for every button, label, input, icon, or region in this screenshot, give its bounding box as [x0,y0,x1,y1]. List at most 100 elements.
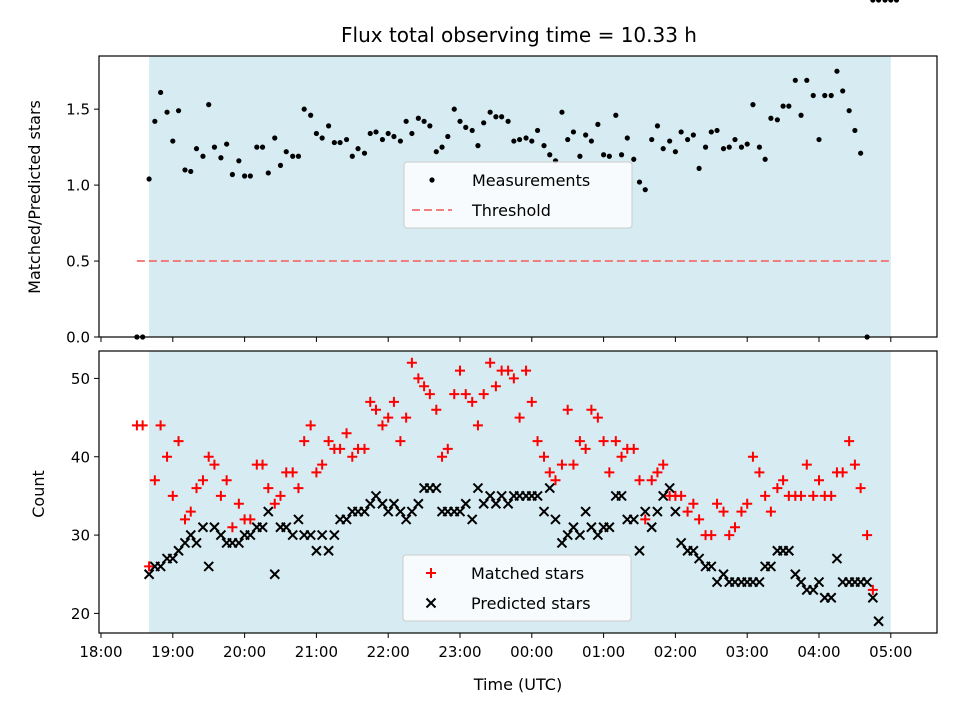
data-point [215,529,227,541]
data-point [795,576,807,588]
data-point [624,135,630,141]
data-point [379,136,386,143]
data-point [574,436,585,447]
data-point [804,77,810,83]
data-point [466,514,478,525]
data-point [487,109,493,115]
data-point [649,136,655,143]
data-point [157,89,164,96]
data-point [754,467,765,478]
data-point [277,162,284,168]
data-point [341,428,352,439]
legend-box [402,554,632,622]
data-point [455,365,465,376]
data-point [227,522,238,533]
legend-label: Predicted stars [471,594,591,613]
plot-frame-bottom [98,350,938,634]
data-point [747,451,758,462]
data-point [311,545,322,556]
data-point [472,420,483,431]
data-point [233,537,245,549]
data-point [162,451,173,462]
data-point [702,144,709,150]
data-point [218,155,224,161]
series-predicted-stars [145,482,884,627]
data-point [275,490,286,501]
data-point [149,475,160,486]
data-point [678,129,684,135]
data-point [293,514,304,525]
x-tick-label: 18:00 [79,643,122,661]
data-point [756,144,763,150]
data-point [287,529,298,541]
data-point [861,576,873,588]
data-point [463,124,469,130]
data-point [875,0,882,3]
data-point [736,506,747,517]
data-point [708,129,714,135]
data-point [287,467,298,478]
data-point [305,420,316,431]
data-point [712,498,723,509]
data-point [221,475,232,486]
data-point [613,112,619,118]
x-tick-label: 04:00 [797,643,840,661]
data-point [825,592,837,603]
data-point [391,133,397,140]
data-point [263,483,274,494]
data-point [311,467,322,478]
y-tick-label: 1.0 [66,177,90,195]
data-point [475,143,481,149]
data-point [834,68,840,74]
data-point [858,150,864,156]
data-point [826,490,837,501]
data-point [726,144,732,150]
data-point [361,150,368,156]
data-point [618,152,625,158]
data-point [646,475,657,486]
data-point [577,153,583,159]
data-point [155,420,166,431]
data-point [467,396,478,407]
data-point [688,545,699,556]
data-point [742,498,753,509]
data-point [167,490,178,501]
data-point [481,120,487,126]
data-point [610,436,621,447]
data-point [574,529,586,541]
data-point [570,129,577,135]
data-point [499,114,505,120]
data-point [146,176,152,182]
data-point [682,506,693,517]
data-point [316,529,328,541]
data-point [409,130,415,137]
data-point [790,569,801,580]
data-point [526,396,537,407]
data-point [431,404,442,415]
x-tick-label: 20:00 [223,643,266,661]
data-point [152,118,158,124]
data-point [606,153,612,159]
data-point [337,139,343,146]
data-point [544,482,555,494]
data-point [568,459,579,470]
data-point [544,467,555,478]
data-point [179,537,191,549]
legend-label: Matched stars [471,564,584,583]
data-point [242,173,248,179]
legend-bottom: Matched stars Predicted stars [402,554,632,622]
data-point [696,165,702,171]
data-point [831,553,843,564]
data-point [427,123,433,129]
data-point [562,404,573,415]
data-point [385,130,391,137]
data-point [203,561,214,572]
data-point [478,389,489,400]
data-point [421,118,427,124]
y-tick-label: 20 [71,605,90,623]
data-point [283,149,289,155]
data-point [813,576,825,588]
data-point [801,459,812,470]
data-point [347,451,358,462]
